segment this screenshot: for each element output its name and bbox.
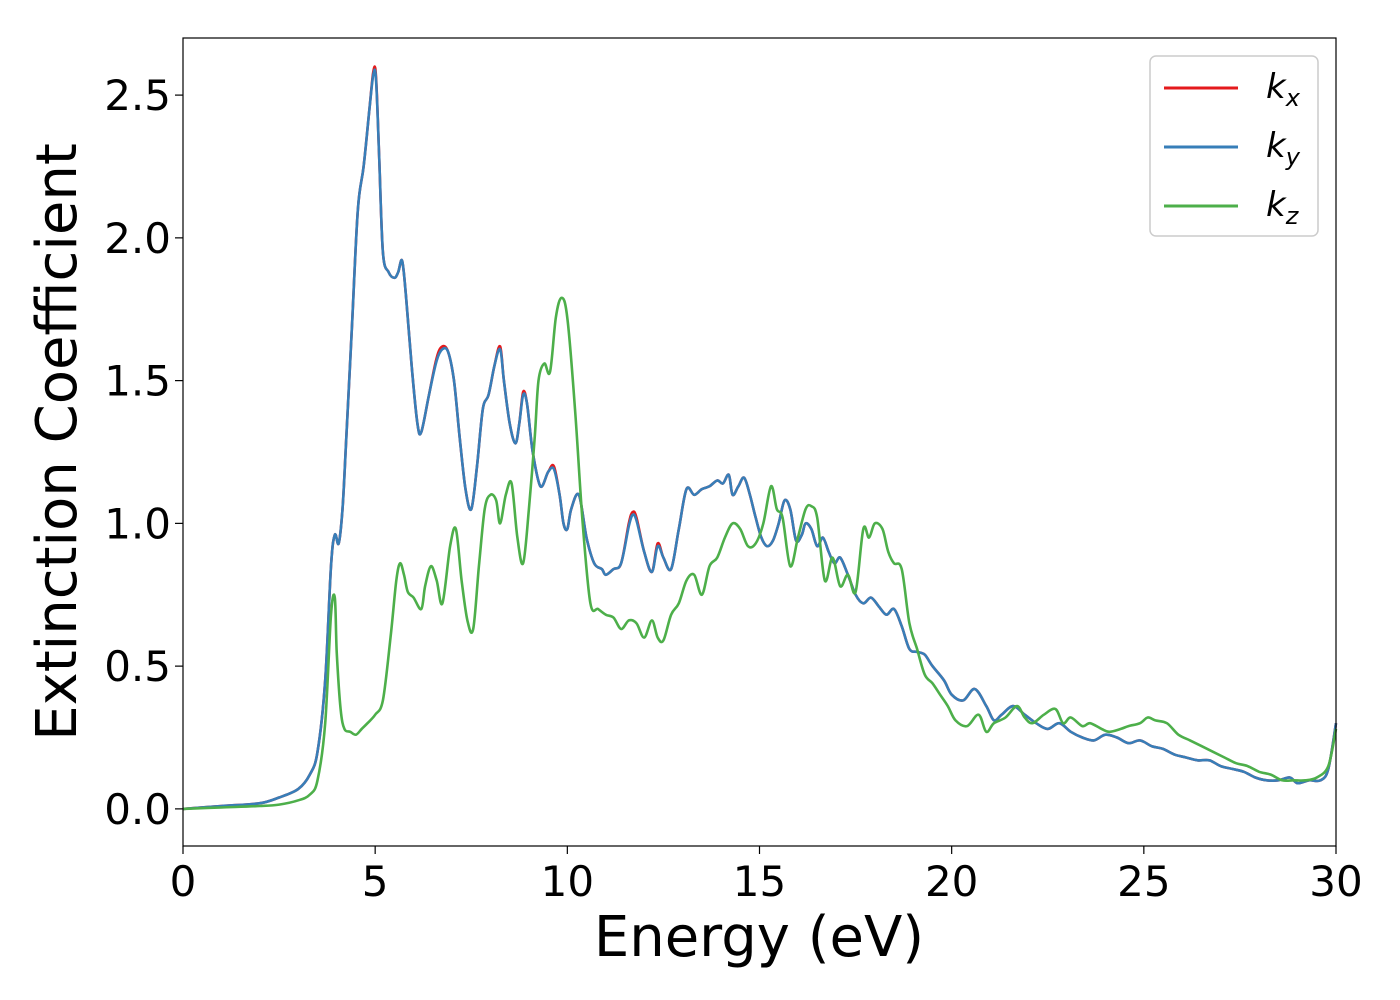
legend-label-kx: kx (1266, 67, 1301, 112)
y-tick-label: 0.5 (104, 642, 171, 691)
legend-label-kz: kz (1266, 185, 1300, 230)
x-tick-label: 15 (733, 857, 786, 906)
legend: kx ky kz (1149, 55, 1319, 237)
y-tick-label: 1.5 (104, 357, 171, 406)
y-tick-label: 2.0 (104, 214, 171, 263)
series-layer (182, 65, 1338, 811)
legend-label-ky: ky (1266, 126, 1301, 171)
y-tick-label: 2.5 (104, 71, 171, 120)
y-tick-label: 0.0 (104, 785, 171, 834)
x-tick-label: 25 (1117, 857, 1170, 906)
series-line-ky (182, 68, 1338, 811)
x-axis-ticks: 0 5 10 15 20 25 30 (170, 846, 1363, 906)
x-tick-label: 0 (170, 857, 197, 906)
series-line-kz (182, 296, 1338, 811)
x-tick-label: 10 (541, 857, 594, 906)
x-axis-label: Energy (eV) (594, 905, 924, 970)
y-tick-label: 1.0 (104, 499, 171, 548)
y-axis-label: Extinction Coefficient (25, 143, 90, 741)
x-tick-label: 5 (362, 857, 389, 906)
y-axis-ticks: 0.0 0.5 1.0 1.5 2.0 2.5 (104, 71, 183, 834)
plot-area (183, 38, 1336, 846)
x-tick-label: 30 (1309, 857, 1362, 906)
x-tick-label: 20 (925, 857, 978, 906)
